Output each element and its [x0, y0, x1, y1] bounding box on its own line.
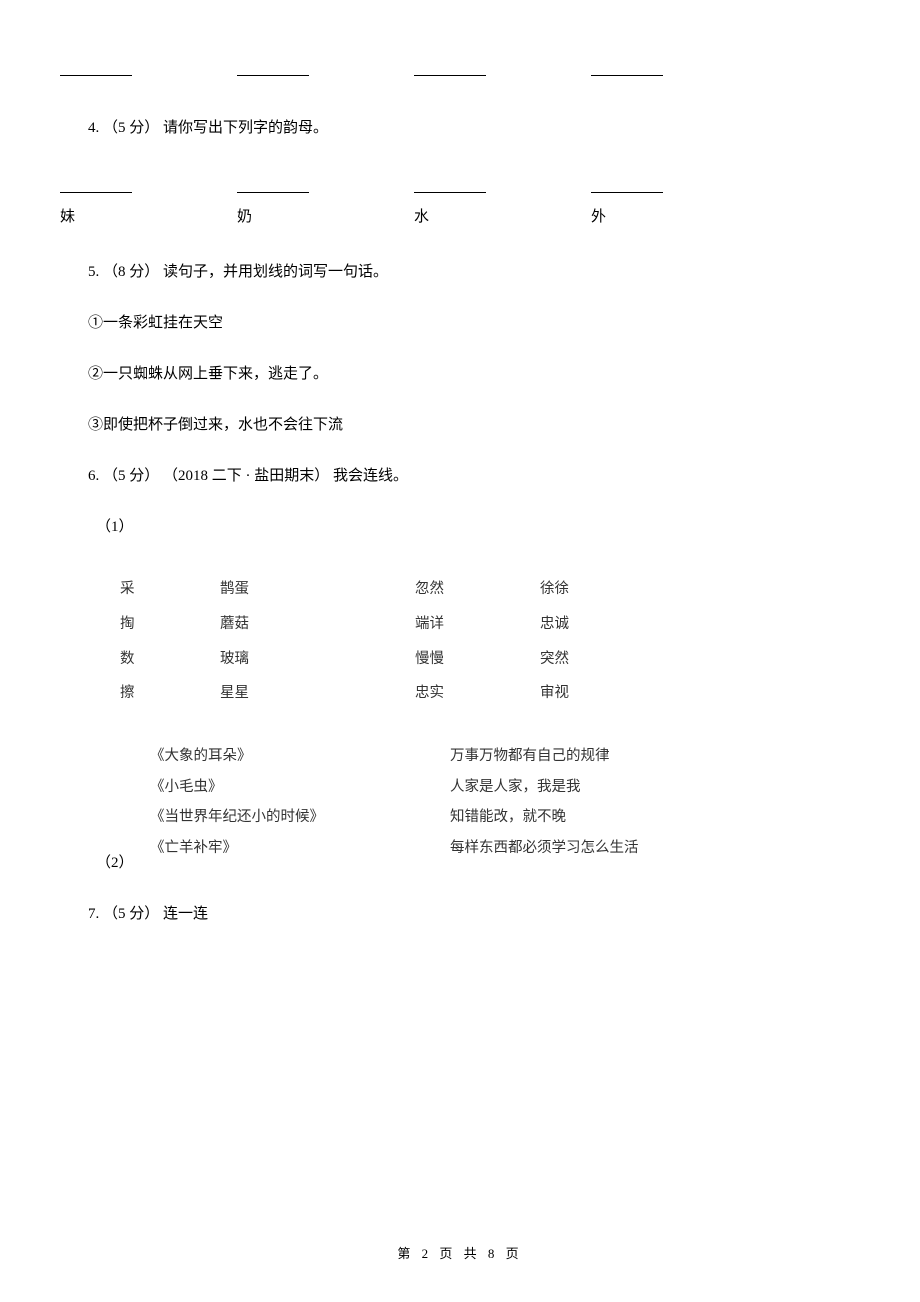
q5-item-2: ③即使把杯子倒过来，水也不会往下流 — [60, 409, 860, 442]
char-0: 妹 — [60, 205, 237, 226]
blank — [591, 60, 663, 76]
m2-c1-2: 《当世界年纪还小的时候》 — [150, 802, 450, 832]
q7-points: （5 分） — [103, 906, 159, 922]
char-2: 水 — [414, 205, 591, 226]
m1-c4-1: 忠诚 — [540, 607, 569, 642]
match-row: 《小毛虫》 人家是人家，我是我 — [150, 772, 860, 802]
m2-c1-3: 《亡羊补牢》 — [150, 833, 450, 863]
m1-c1-1: 掏 — [120, 607, 220, 642]
m1-c2-3: 星星 — [220, 676, 415, 711]
question-6: 6. （5 分） （2018 二下 · 盐田期末） 我会连线。 — [60, 460, 860, 493]
q6-text: 我会连线。 — [333, 468, 408, 484]
q6-num: 6. — [88, 468, 99, 484]
m2-c1-0: 《大象的耳朵》 — [150, 741, 450, 771]
q6-source: （2018 二下 · 盐田期末） — [163, 468, 329, 484]
m1-c3-2: 慢慢 — [415, 642, 540, 677]
q5-points: （8 分） — [103, 264, 159, 280]
chars-row-q4: 妹 奶 水 外 — [60, 205, 860, 226]
match-row: 擦 星星 忠实 审视 — [120, 676, 860, 711]
m1-c1-2: 数 — [120, 642, 220, 677]
m1-c1-0: 采 — [120, 572, 220, 607]
page-footer: 第 2 页 共 8 页 — [0, 1243, 920, 1262]
q7-num: 7. — [88, 906, 99, 922]
m2-c1-1: 《小毛虫》 — [150, 772, 450, 802]
q4-points: （5 分） — [103, 120, 159, 136]
match-group-2: 《大象的耳朵》 万事万物都有自己的规律 《小毛虫》 人家是人家，我是我 《当世界… — [60, 741, 860, 863]
m1-c1-3: 擦 — [120, 676, 220, 711]
m1-c4-0: 徐徐 — [540, 572, 569, 607]
m1-c2-1: 蘑菇 — [220, 607, 415, 642]
q5-item-0: ①一条彩虹挂在天空 — [60, 307, 860, 340]
blank — [237, 177, 309, 193]
q4-num: 4. — [88, 120, 99, 136]
question-4: 4. （5 分） 请你写出下列字的韵母。 — [60, 112, 860, 145]
q7-text: 连一连 — [163, 906, 208, 922]
blank — [60, 177, 132, 193]
m1-c3-0: 忽然 — [415, 572, 540, 607]
m1-c3-1: 端详 — [415, 607, 540, 642]
blanks-row-q4 — [60, 177, 860, 193]
m1-c3-3: 忠实 — [415, 676, 540, 711]
question-7: 7. （5 分） 连一连 — [60, 898, 860, 931]
blank — [414, 60, 486, 76]
match-row: 数 玻璃 慢慢 突然 — [120, 642, 860, 677]
blank — [237, 60, 309, 76]
q5-text: 读句子，并用划线的词写一句话。 — [163, 264, 388, 280]
m2-c2-2: 知错能改，就不晚 — [450, 802, 566, 832]
m2-c2-3: 每样东西都必须学习怎么生活 — [450, 833, 639, 863]
m2-c2-0: 万事万物都有自己的规律 — [450, 741, 610, 771]
blank — [414, 177, 486, 193]
question-5: 5. （8 分） 读句子，并用划线的词写一句话。 — [60, 256, 860, 289]
q5-num: 5. — [88, 264, 99, 280]
match-row: 掏 蘑菇 端详 忠诚 — [120, 607, 860, 642]
match-row: 《大象的耳朵》 万事万物都有自己的规律 — [150, 741, 860, 771]
m2-c2-1: 人家是人家，我是我 — [450, 772, 581, 802]
m1-c2-0: 鹊蛋 — [220, 572, 415, 607]
q4-text: 请你写出下列字的韵母。 — [163, 120, 328, 136]
match-group-1: 采 鹊蛋 忽然 徐徐 掏 蘑菇 端详 忠诚 数 玻璃 慢慢 突然 擦 星星 忠实… — [60, 572, 860, 711]
q6-points: （5 分） — [103, 468, 159, 484]
m1-c2-2: 玻璃 — [220, 642, 415, 677]
blank — [591, 177, 663, 193]
m1-c4-2: 突然 — [540, 642, 569, 677]
match-row: 采 鹊蛋 忽然 徐徐 — [120, 572, 860, 607]
char-3: 外 — [591, 205, 768, 226]
blanks-row-top — [60, 60, 860, 76]
blank — [60, 60, 132, 76]
q6-sub1: （1） — [60, 511, 860, 544]
m1-c4-3: 审视 — [540, 676, 569, 711]
q5-item-1: ②一只蜘蛛从网上垂下来，逃走了。 — [60, 358, 860, 391]
char-1: 奶 — [237, 205, 414, 226]
match-row: 《当世界年纪还小的时候》 知错能改，就不晚 — [150, 802, 860, 832]
